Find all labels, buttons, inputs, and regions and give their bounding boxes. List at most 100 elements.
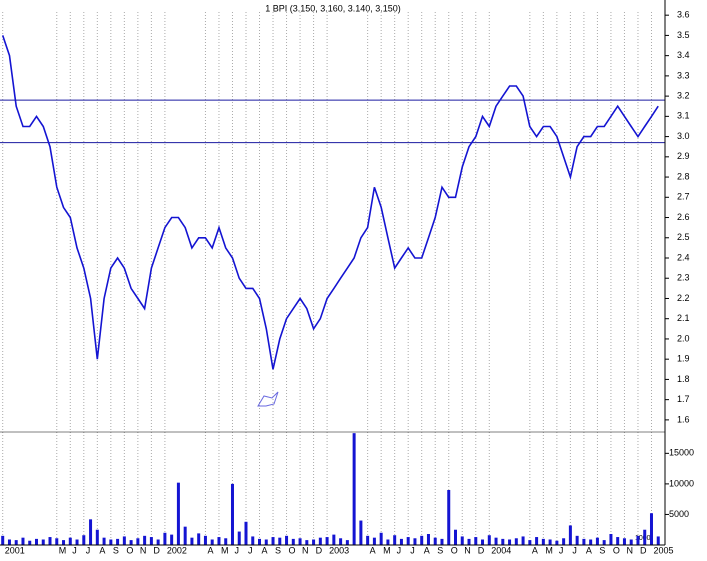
volume-bar [460, 536, 464, 545]
x-tick-label: N [140, 545, 147, 555]
volume-bar [656, 536, 660, 545]
y-tick-label: 1.8 [677, 374, 690, 384]
volume-bar [68, 537, 72, 545]
y-tick-label: 2.0 [677, 333, 690, 343]
x-tick-label: N [464, 545, 471, 555]
volume-bar [203, 535, 207, 545]
y-tick-label: 2.4 [677, 252, 690, 262]
x-tick-label: A [424, 545, 430, 555]
volume-bar [636, 535, 640, 545]
volume-bar [116, 538, 120, 545]
volume-bar [170, 534, 174, 545]
volume-bar [163, 532, 167, 545]
x-tick-label: O [289, 545, 296, 555]
volume-bar [48, 537, 52, 545]
x-tick-label: S [113, 545, 119, 555]
volume-bar [359, 520, 363, 545]
y-tick-label: 3.0 [677, 131, 690, 141]
x-tick-label: S [599, 545, 605, 555]
y-tick-label: 1.9 [677, 354, 690, 364]
volume-bar [616, 537, 620, 545]
volume-bar [28, 540, 32, 545]
volume-bar [102, 537, 106, 545]
volume-bar [95, 529, 99, 545]
x-tick-label: D [153, 545, 160, 555]
volume-bar [379, 532, 383, 545]
x-tick-label: S [275, 545, 281, 555]
volume-bar [325, 537, 329, 545]
icon [257, 391, 279, 407]
volume-bar [318, 537, 322, 545]
volume-bar [82, 535, 86, 545]
volume-bar [440, 538, 444, 545]
volume-bar [514, 538, 518, 545]
x-tick-label: J [397, 545, 402, 555]
volume-bar [582, 538, 586, 545]
volume-bar [34, 538, 38, 545]
volume-bar [41, 539, 45, 545]
y-tick-label: 3.6 [677, 10, 690, 20]
volume-bar [224, 538, 228, 545]
x-tick-label: M [221, 545, 229, 555]
volume-bar [14, 540, 18, 545]
x-tick-label: A [262, 545, 268, 555]
x-tick-label: O [451, 545, 458, 555]
volume-bar [312, 539, 316, 545]
volume-bar [237, 531, 241, 545]
x-tick-label: O [613, 545, 620, 555]
volume-bar [264, 539, 268, 545]
x-tick-label: 2003 [329, 545, 349, 555]
x-tick-label: J [572, 545, 577, 555]
volume-bar [393, 535, 397, 545]
volume-bar [528, 540, 532, 545]
volume-bar [629, 539, 633, 545]
volume-bar [271, 537, 275, 545]
volume-bar [447, 490, 451, 545]
volume-bar [122, 536, 126, 545]
volume-bar [89, 519, 93, 545]
price-line [1, 35, 659, 370]
y-tick-label: 2.3 [677, 273, 690, 283]
y-tick-label: 2.1 [677, 313, 690, 323]
volume-bar [568, 525, 572, 545]
volume-bar [197, 533, 201, 545]
unit-label: 1000 [635, 535, 651, 542]
volume-bar [602, 540, 606, 545]
x-tick-label: J [72, 545, 77, 555]
volume-bar [298, 538, 302, 545]
x-tick-label: 2002 [167, 545, 187, 555]
volume-bar [62, 540, 66, 545]
y-tick-label: 2.8 [677, 171, 690, 181]
x-tick-label: D [316, 545, 323, 555]
y-tick-label: 2.7 [677, 192, 690, 202]
volume-bar [339, 538, 343, 545]
volume-bar [413, 538, 417, 545]
x-tick-label: J [559, 545, 564, 555]
volume-bar [258, 538, 262, 545]
volume-bar [210, 539, 214, 545]
x-tick-label: O [126, 545, 133, 555]
x-tick-label: A [532, 545, 538, 555]
volume-bar [541, 538, 545, 545]
y-tick-label: 10000 [669, 478, 694, 488]
grid [2, 12, 652, 545]
volume-bar [109, 539, 113, 545]
volume-bar [136, 538, 140, 545]
volume-bar [75, 539, 79, 545]
volume-bar [501, 538, 505, 545]
volume-bar [129, 540, 133, 545]
y-tick-label: 2.6 [677, 212, 690, 222]
x-tick-label: J [86, 545, 91, 555]
volume-bar [251, 536, 255, 545]
volume-bar [426, 534, 430, 545]
volume-bar [562, 538, 566, 545]
volume-bar [352, 433, 356, 545]
volume-bar [143, 535, 147, 545]
x-tick-label: A [99, 545, 105, 555]
volume-bar [21, 537, 25, 545]
volume-bar [149, 537, 153, 545]
x-tick-label: A [586, 545, 592, 555]
x-tick-label: D [478, 545, 485, 555]
x-tick-label: A [207, 545, 213, 555]
volume-bar [433, 537, 437, 545]
